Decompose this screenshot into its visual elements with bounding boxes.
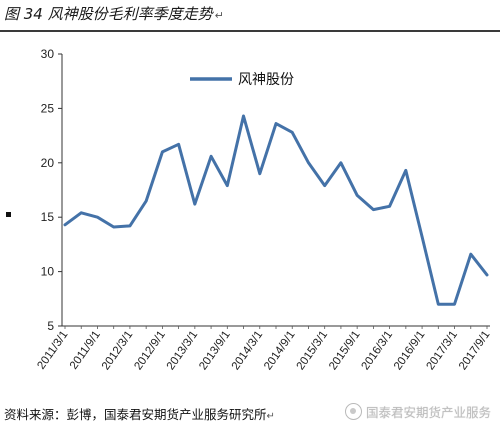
data-point <box>96 216 99 219</box>
source-text: 资料来源：彭博，国泰君安期货产业服务研究所 <box>4 407 267 422</box>
watermark: 国泰君安期货产业服务 <box>345 402 491 421</box>
data-point <box>355 194 359 197</box>
data-point <box>307 161 310 164</box>
figure-title: 图 34 风神股份毛利率季度走势 ↵ <box>4 3 224 24</box>
data-point <box>80 211 83 215</box>
x-tick-label: 2015/9/1 <box>327 329 363 373</box>
data-point <box>144 199 148 203</box>
x-tick-label: 2014/9/1 <box>262 329 298 373</box>
x-tick-label: 2016/3/1 <box>360 329 396 373</box>
y-tick-label: 30 <box>41 47 55 61</box>
data-point <box>193 202 197 206</box>
line-chart: 5 10 15 20 25 30 2011/3/12011/9/12012/3/12012/… <box>35 47 492 372</box>
data-point <box>177 143 180 146</box>
data-point <box>274 122 278 125</box>
x-tick-label: 2011/9/1 <box>68 329 103 372</box>
source-return-mark: ↵ <box>266 411 275 422</box>
figure-title-text: 图 34 风神股份毛利率季度走势 <box>4 5 213 23</box>
title-rule <box>0 30 500 32</box>
watermark-text: 国泰君安期货产业服务 <box>366 405 492 420</box>
data-point <box>485 273 489 277</box>
chart-legend: 风神股份 <box>190 72 294 88</box>
chart-axes <box>61 54 490 327</box>
data-point <box>112 225 115 229</box>
y-tick-label: 15 <box>41 210 55 224</box>
data-point <box>258 172 261 175</box>
data-point <box>420 235 424 238</box>
x-tick-label: 2016/9/1 <box>392 329 428 373</box>
x-tick-label: 2011/3/1 <box>35 329 70 372</box>
data-point <box>453 303 456 306</box>
y-tick-label: 20 <box>41 156 55 170</box>
data-point <box>209 155 213 158</box>
series-line <box>63 114 489 306</box>
wechat-icon <box>345 403 362 420</box>
return-mark: ↵ <box>214 9 224 22</box>
x-tick-label: 2012/3/1 <box>100 329 136 373</box>
x-tick-label: 2013/3/1 <box>165 329 201 373</box>
legend-label: 风神股份 <box>238 72 294 88</box>
data-point <box>242 114 245 118</box>
data-point <box>388 205 391 208</box>
data-point <box>404 169 408 172</box>
source-note: 资料来源：彭博，国泰君安期货产业服务研究所↵ <box>4 404 275 423</box>
data-point <box>323 184 326 187</box>
chart-ticks: 5 10 15 20 25 30 2011/3/12011/9/12012/3/12012/… <box>35 47 492 372</box>
data-point <box>372 208 375 211</box>
x-tick-label: 2017/3/1 <box>424 329 460 373</box>
data-point <box>226 184 229 187</box>
y-tick-label: 5 <box>47 319 54 333</box>
data-point <box>339 161 343 164</box>
x-tick-label: 2012/9/1 <box>132 329 168 373</box>
data-point <box>161 150 164 154</box>
y-tick-label: 10 <box>41 265 55 279</box>
data-point <box>437 303 440 306</box>
margin-bullet <box>6 212 11 217</box>
data-point <box>291 131 294 134</box>
x-tick-label: 2014/3/1 <box>230 329 266 373</box>
y-tick-label: 25 <box>41 101 55 115</box>
x-tick-label: 2013/9/1 <box>197 329 233 373</box>
chart-series <box>63 114 489 306</box>
data-point <box>63 223 67 227</box>
x-tick-label: 2015/3/1 <box>295 329 331 373</box>
data-point <box>469 252 472 256</box>
x-tick-label: 2017/9/1 <box>457 329 493 373</box>
data-point <box>128 224 132 228</box>
